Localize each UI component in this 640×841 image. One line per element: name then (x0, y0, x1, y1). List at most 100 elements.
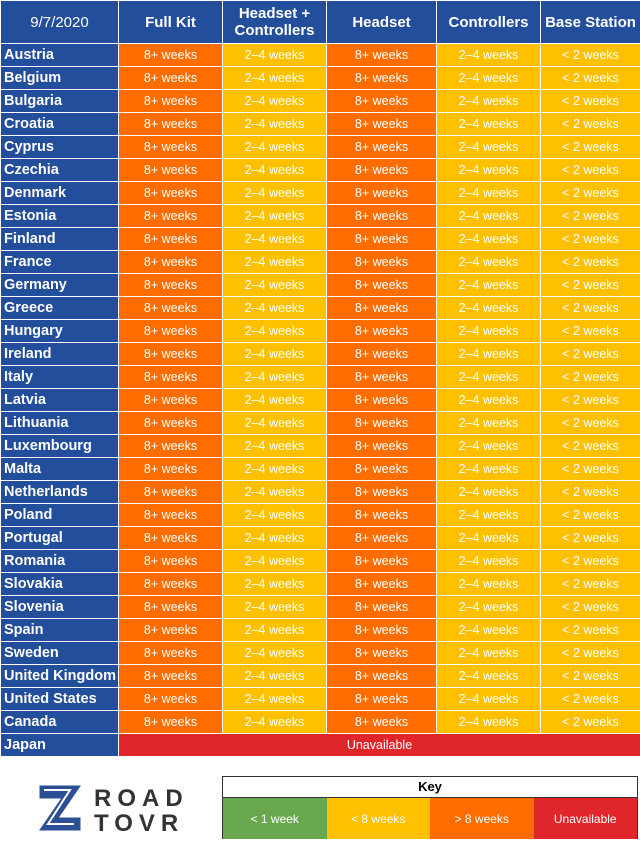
status-cell: 8+ weeks (326, 135, 437, 159)
table-row: Bulgaria 8+ weeks 2–4 weeks 8+ weeks 2–4 wee… (0, 89, 640, 113)
status-cell: 2–4 weeks (436, 434, 541, 458)
key-title: Key (223, 777, 637, 798)
status-cell: 8+ weeks (118, 319, 223, 343)
status-cell: < 2 weeks (540, 503, 640, 527)
status-cell: < 2 weeks (540, 687, 640, 711)
status-cell: 8+ weeks (326, 227, 437, 251)
status-cell: 8+ weeks (326, 296, 437, 320)
country-cell: Spain (0, 618, 119, 642)
status-cell: 8+ weeks (118, 250, 223, 274)
key-item: < 8 weeks (326, 798, 430, 839)
status-cell: 8+ weeks (118, 618, 223, 642)
table-row: United States 8+ weeks 2–4 weeks 8+ weeks 2–… (0, 687, 640, 711)
status-cell: 2–4 weeks (222, 227, 327, 251)
status-cell: 8+ weeks (326, 664, 437, 688)
status-cell: 2–4 weeks (436, 480, 541, 504)
status-cell: 8+ weeks (326, 204, 437, 228)
country-cell: Italy (0, 365, 119, 389)
country-cell: Lithuania (0, 411, 119, 435)
status-cell: 8+ weeks (326, 572, 437, 596)
status-cell: 8+ weeks (326, 710, 437, 734)
country-cell: Finland (0, 227, 119, 251)
country-cell: Cyprus (0, 135, 119, 159)
status-cell: 8+ weeks (118, 273, 223, 297)
status-cell: < 2 weeks (540, 710, 640, 734)
table-row: Czechia 8+ weeks 2–4 weeks 8+ weeks 2–4 week… (0, 158, 640, 182)
logo-text: TOVR (94, 810, 184, 834)
country-cell: Slovakia (0, 572, 119, 596)
status-cell: 8+ weeks (118, 687, 223, 711)
status-cell: 2–4 weeks (436, 411, 541, 435)
country-cell: Japan (0, 733, 119, 757)
status-cell: < 2 weeks (540, 181, 640, 205)
status-cell: < 2 weeks (540, 204, 640, 228)
country-cell: Estonia (0, 204, 119, 228)
status-cell: 8+ weeks (326, 595, 437, 619)
status-cell: 2–4 weeks (436, 43, 541, 67)
status-cell: 8+ weeks (326, 158, 437, 182)
status-cell: 8+ weeks (326, 250, 437, 274)
status-cell: 2–4 weeks (436, 526, 541, 550)
country-cell: Czechia (0, 158, 119, 182)
status-cell: 2–4 weeks (436, 135, 541, 159)
logo-text: ROAD (94, 785, 189, 812)
status-cell: 2–4 weeks (222, 503, 327, 527)
status-cell: < 2 weeks (540, 227, 640, 251)
status-cell: 8+ weeks (326, 480, 437, 504)
status-cell: 8+ weeks (118, 549, 223, 573)
status-cell: 8+ weeks (326, 526, 437, 550)
status-cell: 8+ weeks (326, 319, 437, 343)
status-cell: < 2 weeks (540, 618, 640, 642)
status-cell: 2–4 weeks (222, 135, 327, 159)
status-cell: 2–4 weeks (436, 66, 541, 90)
table-row: Greece 8+ weeks 2–4 weeks 8+ weeks 2–4 weeks… (0, 296, 640, 320)
column-header: 9/7/2020 (0, 0, 119, 44)
status-cell: 8+ weeks (326, 388, 437, 412)
status-cell: 8+ weeks (118, 411, 223, 435)
table-row: Finland 8+ weeks 2–4 weeks 8+ weeks 2–4 week… (0, 227, 640, 251)
status-cell: 8+ weeks (118, 365, 223, 389)
table-row: Netherlands 8+ weeks 2–4 weeks 8+ weeks 2–4 … (0, 480, 640, 504)
header-row: 9/7/2020 Full Kit Headset + Controllers Hea… (0, 0, 640, 44)
status-cell: 2–4 weeks (436, 342, 541, 366)
status-cell: 2–4 weeks (222, 710, 327, 734)
status-cell: 2–4 weeks (222, 687, 327, 711)
status-cell: 2–4 weeks (436, 273, 541, 297)
status-cell: < 2 weeks (540, 664, 640, 688)
table-row: Japan Unavailable (0, 733, 640, 757)
table-row: Portugal 8+ weeks 2–4 weeks 8+ weeks 2–4 wee… (0, 526, 640, 550)
status-cell: 8+ weeks (118, 526, 223, 550)
table-row: Latvia 8+ weeks 2–4 weeks 8+ weeks 2–4 weeks… (0, 388, 640, 412)
table-body: Austria 8+ weeks 2–4 weeks 8+ weeks 2–4 week… (0, 43, 640, 757)
column-header: Full Kit (118, 0, 223, 44)
status-cell: 2–4 weeks (436, 89, 541, 113)
status-cell: 2–4 weeks (222, 158, 327, 182)
status-cell: 2–4 weeks (436, 710, 541, 734)
country-cell: Greece (0, 296, 119, 320)
status-cell: 8+ weeks (118, 112, 223, 136)
logo-mark (39, 785, 81, 831)
status-cell: 8+ weeks (118, 135, 223, 159)
status-cell: < 2 weeks (540, 526, 640, 550)
status-cell: 2–4 weeks (222, 641, 327, 665)
country-cell: United Kingdom (0, 664, 119, 688)
status-cell: 8+ weeks (326, 687, 437, 711)
status-cell: 8+ weeks (118, 227, 223, 251)
status-cell: 2–4 weeks (436, 250, 541, 274)
status-cell: 8+ weeks (326, 549, 437, 573)
status-cell: 2–4 weeks (222, 112, 327, 136)
status-cell: 2–4 weeks (436, 388, 541, 412)
status-cell: 2–4 weeks (222, 204, 327, 228)
status-cell: 8+ weeks (326, 66, 437, 90)
status-cell: < 2 weeks (540, 342, 640, 366)
status-cell: 2–4 weeks (436, 595, 541, 619)
key-item: > 8 weeks (430, 798, 534, 839)
status-cell: 8+ weeks (118, 434, 223, 458)
country-cell: Slovenia (0, 595, 119, 619)
table-row: Romania 8+ weeks 2–4 weeks 8+ weeks 2–4 week… (0, 549, 640, 573)
table-row: Canada 8+ weeks 2–4 weeks 8+ weeks 2–4 weeks… (0, 710, 640, 734)
status-cell: 8+ weeks (118, 181, 223, 205)
status-cell: < 2 weeks (540, 595, 640, 619)
status-cell: < 2 weeks (540, 411, 640, 435)
